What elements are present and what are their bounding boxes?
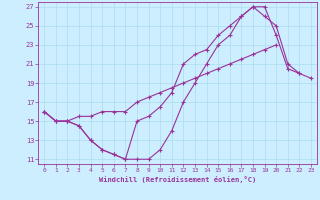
X-axis label: Windchill (Refroidissement éolien,°C): Windchill (Refroidissement éolien,°C) xyxy=(99,176,256,183)
